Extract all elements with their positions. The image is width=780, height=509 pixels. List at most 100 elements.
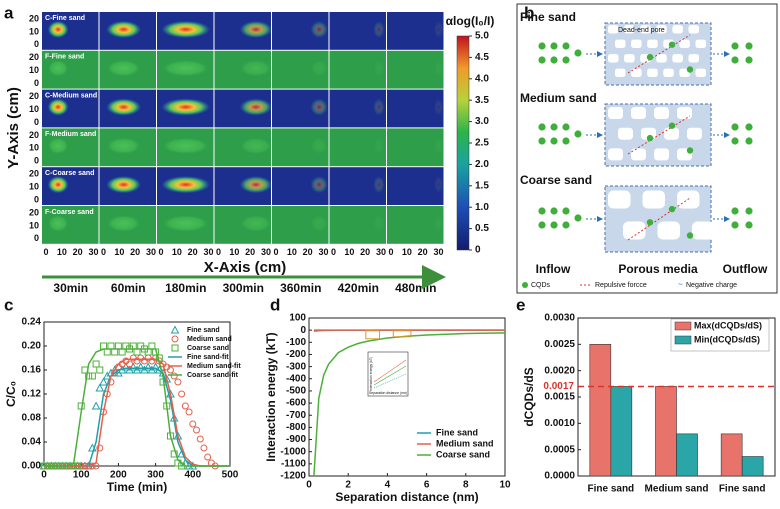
plume [373,59,385,77]
cqd [538,56,546,64]
cqd [668,41,676,48]
plume [47,176,69,194]
y-tick-label: 0.16 [22,365,42,376]
x-tick-label: 0 [158,247,163,257]
legend-label: Fine sand-fit [187,354,229,361]
y-tick-label: -1200 [280,471,306,482]
force-line [627,197,691,241]
x-tick-label: 400 [184,470,201,481]
x-tick-label: 20 [73,247,83,257]
cqd [731,123,739,131]
plume [47,20,69,38]
row-label: F-Coarse sand [45,209,94,216]
x-tick-label: 10 [287,247,297,257]
point [92,360,100,368]
cqd [574,214,582,222]
colorbar-tick-label: 4.5 [475,52,489,63]
image-cell [387,128,444,167]
plume [106,98,141,116]
colorbar-tick-label: 3.5 [475,95,489,106]
point [170,450,178,458]
bar [655,386,677,477]
y-tick-label: -1100 [281,458,306,469]
grain [631,148,646,161]
point [118,348,126,356]
colorbar-tick-label: 4.0 [475,73,489,84]
cqd [574,49,582,57]
colorbar-tick-label: 1.5 [475,180,489,191]
x-tick-label: 0 [216,247,221,257]
panel-label: d [270,295,280,314]
force-line [627,34,691,74]
colorbar-title: αlog(I₀/I) [446,14,495,28]
x-tick-label: 10 [499,480,511,491]
cqd [731,207,739,215]
legend-label: Medium sand [436,438,494,448]
plume [434,214,444,232]
legend-label: Negative charge [686,282,737,289]
row-label: Fine sand [520,10,576,24]
grain [656,54,667,63]
point [85,372,93,380]
cqd [550,207,558,215]
plume [161,214,210,232]
plume [161,98,210,116]
grain [624,54,635,63]
cqd [550,42,558,50]
colorbar-tick-label: 2.5 [475,138,489,149]
grain [654,148,669,161]
bar [741,456,764,477]
cqd [731,221,739,229]
point [170,372,178,380]
y-tick-label: 20 [29,52,39,62]
grain [631,107,646,119]
y-tick-label: 20 [29,207,39,217]
colorbar-tick-label: 0.5 [475,223,489,234]
x-tick-label: 8 [463,480,469,491]
y-tick-label: 100 [289,313,306,324]
grain [615,68,626,77]
x-axis-label: X-Axis (cm) [204,259,287,276]
x-tick-label: 30 [318,247,328,257]
grain [664,127,679,140]
y-axis-label: Interaction energy (kT) [264,332,278,461]
legend-swatch [171,335,179,343]
cqd [686,66,694,73]
point [204,453,212,461]
y-tick-label: 0 [300,325,306,336]
x-tick-label: 20 [130,247,140,257]
point [151,362,160,371]
grain [608,148,623,161]
grain [647,68,658,77]
cqd [550,221,558,229]
x-tick-label: 6 [424,480,430,491]
time-label: 480min [395,281,436,295]
y-tick-label: 0.12 [22,389,42,400]
y-tick-label: -300 [286,361,306,372]
colorbar-tick-label: 2.0 [475,159,489,170]
legend-swatch [674,335,692,345]
x-tick-label: 100 [73,470,90,481]
grain [615,39,626,48]
x-tick-label: 10 [114,247,124,257]
x-tick-label: 0 [41,470,47,481]
cqd [745,207,753,215]
x-tick-label: 20 [245,247,255,257]
y-tick-label: 10 [29,143,39,153]
cqd [668,205,676,213]
inset-line [373,359,407,383]
cqd [745,123,753,131]
grain [687,127,702,140]
cqd [550,123,558,131]
x-tick-label: 20 [360,247,370,257]
image-cell [387,12,444,50]
point [200,444,208,452]
cqd [538,137,546,145]
point [96,366,104,374]
y-tick-label: -200 [286,349,306,360]
bar [720,433,743,477]
plot-frame [43,321,231,467]
colorbar-tick-label: 5.0 [475,31,489,42]
row-label: F-Fine sand [45,54,84,61]
zoom-box [392,330,412,338]
